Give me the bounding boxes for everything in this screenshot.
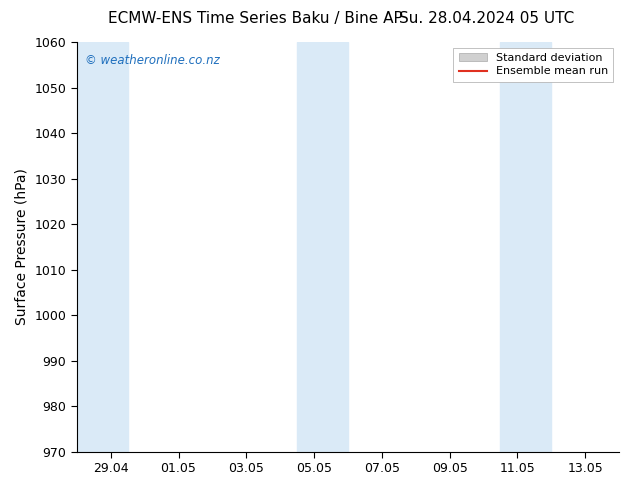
Text: © weatheronline.co.nz: © weatheronline.co.nz <box>85 54 220 67</box>
Bar <box>77 42 127 452</box>
Y-axis label: Surface Pressure (hPa): Surface Pressure (hPa) <box>15 169 29 325</box>
Text: ECMW-ENS Time Series Baku / Bine AP: ECMW-ENS Time Series Baku / Bine AP <box>108 11 403 26</box>
Bar <box>297 42 348 452</box>
Text: Su. 28.04.2024 05 UTC: Su. 28.04.2024 05 UTC <box>399 11 574 26</box>
Bar <box>500 42 551 452</box>
Legend: Standard deviation, Ensemble mean run: Standard deviation, Ensemble mean run <box>453 48 614 82</box>
